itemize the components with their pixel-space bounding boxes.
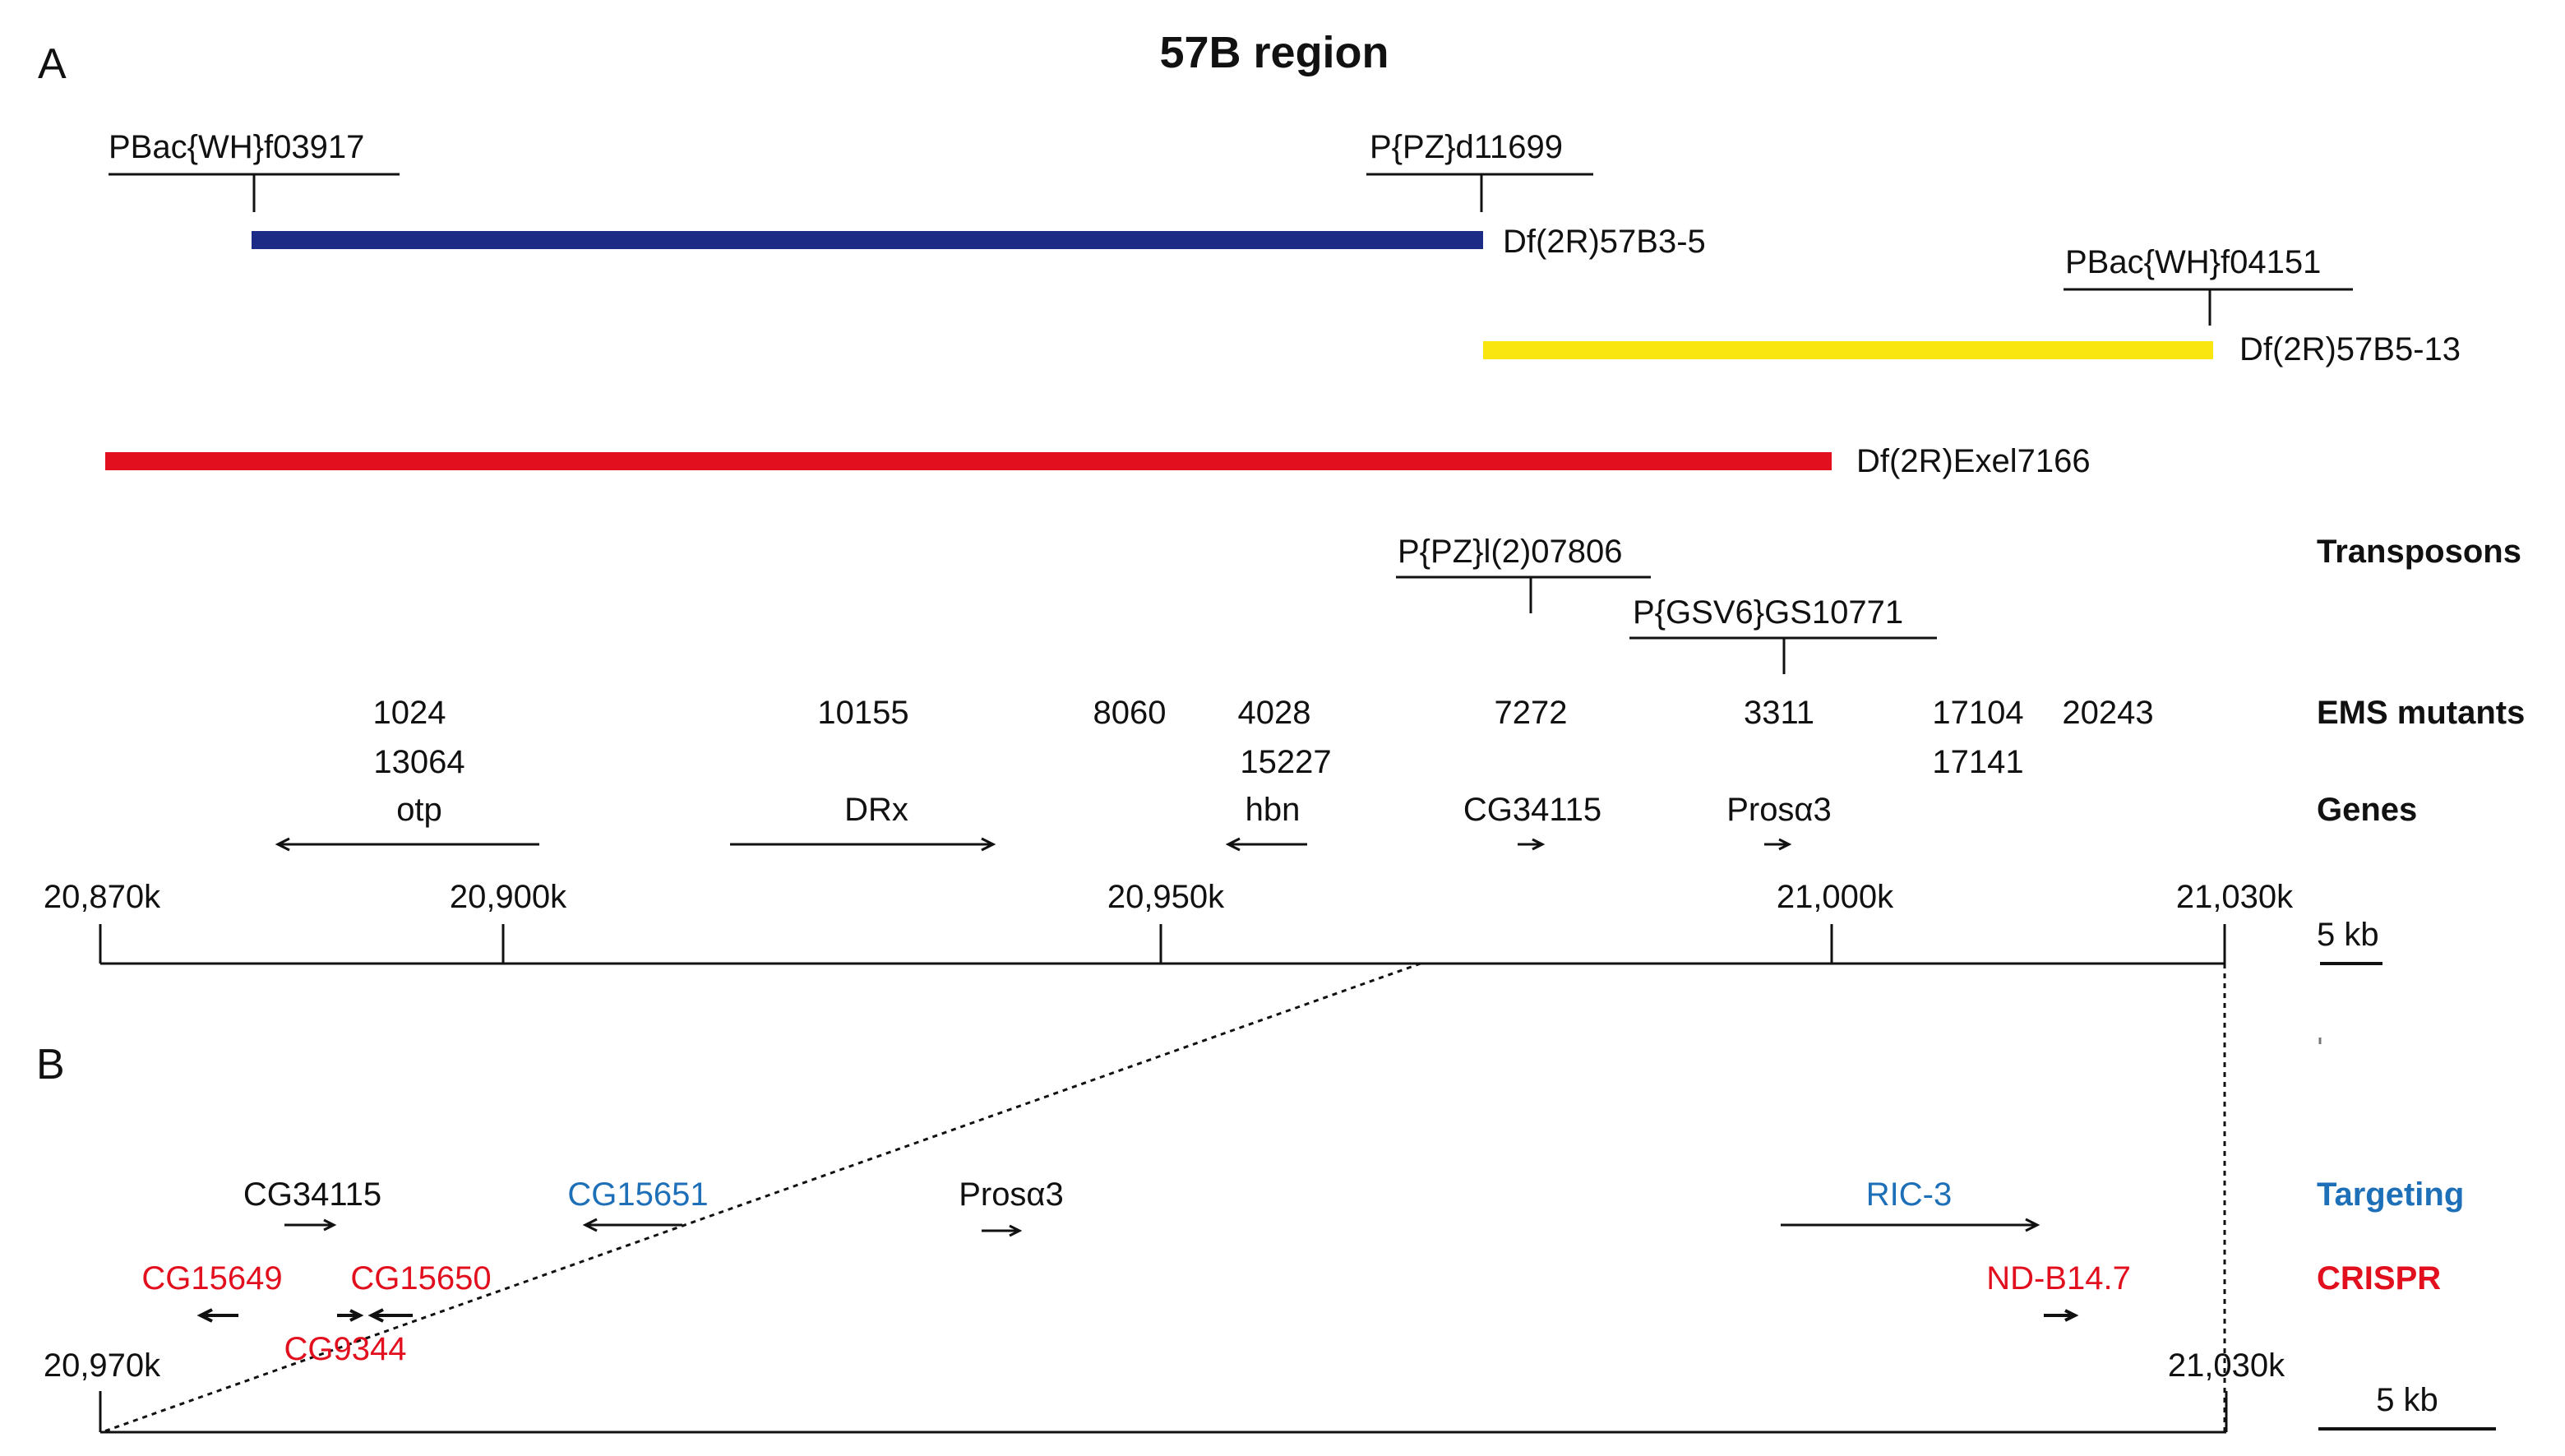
gene-b-nd-b14-7: ND-B14.7 [1986, 1260, 2131, 1297]
gene-label-hbn: hbn [1246, 792, 1301, 828]
axis-tick-label: 20,950k [1107, 879, 1225, 915]
axis-tick-label: 21,000k [1777, 879, 1894, 915]
insertion-label: PBac{WH}f03917 [109, 129, 364, 165]
gene-b-ric-3: RIC-3 [1866, 1176, 1952, 1213]
ems-mutant: 17141 [1932, 744, 2023, 780]
gene-b-cg34115: CG34115 [243, 1176, 381, 1213]
ems-mutant: 15227 [1240, 744, 1331, 780]
insertion-label: P{PZ}d11699 [1370, 129, 1563, 165]
gene-b-cg15650: CG15650 [350, 1260, 491, 1297]
track-label-targeting: Targeting [2317, 1176, 2464, 1213]
gene-b-cg15649: CG15649 [141, 1260, 282, 1297]
gene-arrow-drx [730, 837, 996, 852]
gene-arrow-prosa3 [1764, 838, 1792, 851]
ems-mutant: 7272 [1495, 695, 1568, 731]
insertion-label: PBac{WH}f04151 [2065, 244, 2321, 280]
gene-label-prosa3: Prosα3 [1726, 792, 1832, 828]
panel-b-label: B [36, 1041, 65, 1089]
gene-arrow-cg34115 [1518, 838, 1546, 851]
axis-tick-label: 21,030k [2168, 1347, 2285, 1384]
gene-b-arrow-nd-b14-7 [2044, 1309, 2079, 1322]
deficiency-label-57b5-13: Df(2R)57B5-13 [2239, 331, 2461, 367]
deficiency-bar-57b5-13 [1483, 341, 2213, 359]
ems-mutant: 13064 [373, 744, 464, 780]
track-label-ems-mutants: EMS mutants [2317, 695, 2525, 731]
genes-panel-b: CG34115 CG15651 Prosα3 RIC-3 CG15649 CG1… [141, 1176, 2130, 1367]
ems-mutant: 20243 [2062, 695, 2153, 731]
insertion-marker-ppz-d11699: P{PZ}d11699 [1366, 129, 1593, 212]
deficiency-label-exel7166: Df(2R)Exel7166 [1856, 443, 2091, 479]
transposon-label: P{GSV6}GS10771 [1633, 594, 1903, 631]
gene-b-arrow-ric-3 [1781, 1218, 2040, 1232]
gene-b-arrow-cg15651 [582, 1218, 682, 1232]
ems-mutant: 17104 [1932, 695, 2023, 731]
scale-bar-label: 5 kb [2376, 1382, 2438, 1418]
axis-tick-label: 20,970k [44, 1347, 161, 1384]
ems-mutant: 10155 [817, 695, 908, 731]
panel-a-label: A [38, 40, 67, 88]
gene-b-cg15651: CG15651 [567, 1176, 708, 1213]
insertion-marker-pbac-f03917: PBac{WH}f03917 [109, 129, 400, 212]
ems-mutant: 3311 [1744, 695, 1814, 731]
gene-b-arrow-cg15650 [367, 1308, 413, 1323]
transposon-label: P{PZ}l(2)07806 [1398, 534, 1623, 570]
gene-arrows-panel-a [275, 837, 1792, 852]
figure-title: 57B region [1159, 28, 1389, 77]
gene-b-arrow-cg9344 [337, 1309, 364, 1322]
axis-tick-label: 21,030k [2176, 879, 2294, 915]
gene-label-cg34115: CG34115 [1463, 792, 1601, 828]
deficiency-bar-exel7166 [105, 452, 1832, 470]
transposon-p-gsv6-gs10771: P{GSV6}GS10771 [1629, 594, 1937, 674]
ems-mutant: 4028 [1238, 695, 1311, 731]
gene-b-arrow-cg34115 [284, 1218, 337, 1232]
ems-mutant: 8060 [1093, 695, 1167, 731]
gene-b-prosa3: Prosα3 [959, 1176, 1064, 1213]
deficiency-label-57b3-5: Df(2R)57B3-5 [1503, 224, 1706, 260]
gene-b-arrow-prosa3 [982, 1224, 1023, 1237]
track-label-genes: Genes [2317, 792, 2417, 828]
coordinate-axis-b: 20,970k 21,030k 5 kb [44, 1347, 2496, 1434]
gene-b-cg9344: CG9344 [284, 1331, 407, 1367]
axis-tick-label: 20,900k [450, 879, 567, 915]
track-label-crispr: CRISPR [2317, 1260, 2441, 1297]
scale-bar-label: 5 kb [2317, 917, 2379, 953]
insertion-marker-pbac-f04151: PBac{WH}f04151 [2064, 244, 2353, 326]
ems-mutant: 1024 [373, 695, 446, 731]
zoom-connector-left [101, 962, 1421, 1434]
transposon-p-pz-l2-07806: P{PZ}l(2)07806 [1396, 534, 1651, 613]
gene-label-drx: DRx [844, 792, 908, 828]
ems-mutants: 1024 13064 10155 8060 4028 15227 7272 33… [373, 695, 2154, 780]
gene-arrow-hbn [1225, 837, 1307, 852]
gene-arrow-otp [275, 837, 539, 852]
deficiency-bar-57b3-5 [252, 231, 1483, 249]
genes-panel-a: otp DRx hbn CG34115 Prosα3 [396, 792, 1832, 828]
gene-arrows-panel-b [196, 1218, 2079, 1323]
axis-tick-label: 20,870k [44, 879, 161, 915]
gene-label-otp: otp [396, 792, 442, 828]
track-label-transposons: Transposons [2317, 534, 2521, 570]
coordinate-axis-a: 20,870k 20,900k 20,950k 21,000k 21,030k … [44, 879, 2382, 1044]
gene-b-arrow-cg15649 [196, 1308, 238, 1323]
